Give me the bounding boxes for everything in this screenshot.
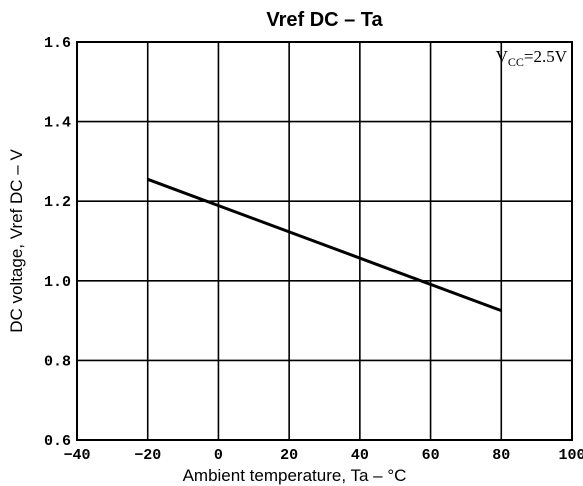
x-tick-label: −40 <box>63 447 90 464</box>
y-tick-label: 0.8 <box>44 353 71 370</box>
y-tick-label: 1.6 <box>44 35 71 52</box>
vcc-annotation-value: =2.5V <box>524 47 568 66</box>
x-axis-ticks: −40 −20 0 20 40 60 80 100 <box>63 447 583 464</box>
x-tick-label: 0 <box>214 447 223 464</box>
x-tick-label: 80 <box>492 447 510 464</box>
x-tick-label: −20 <box>134 447 161 464</box>
x-tick-label: 60 <box>422 447 440 464</box>
y-tick-label: 1.2 <box>44 194 71 211</box>
x-tick-label: 40 <box>351 447 369 464</box>
x-tick-label: 20 <box>280 447 298 464</box>
chart-title: Vref DC – Ta <box>266 9 383 31</box>
vcc-annotation: VCC=2.5V <box>496 47 568 69</box>
grid <box>77 42 572 440</box>
series-line <box>147 177 502 313</box>
x-axis-label: Ambient temperature, Ta – °C <box>183 466 407 485</box>
y-tick-label: 1.0 <box>44 274 71 291</box>
y-axis-ticks: 0.6 0.8 1.0 1.2 1.4 1.6 <box>44 35 71 450</box>
y-tick-label: 1.4 <box>44 115 71 132</box>
y-axis-label: DC voltage, Vref DC – V <box>7 149 26 333</box>
x-tick-label: 100 <box>558 447 583 464</box>
y-tick-label: 0.6 <box>44 433 71 450</box>
series-group <box>147 177 502 313</box>
vcc-annotation-subscript: CC <box>508 55 524 69</box>
vcc-annotation-base: V <box>496 47 509 66</box>
plot-frame <box>76 41 573 441</box>
